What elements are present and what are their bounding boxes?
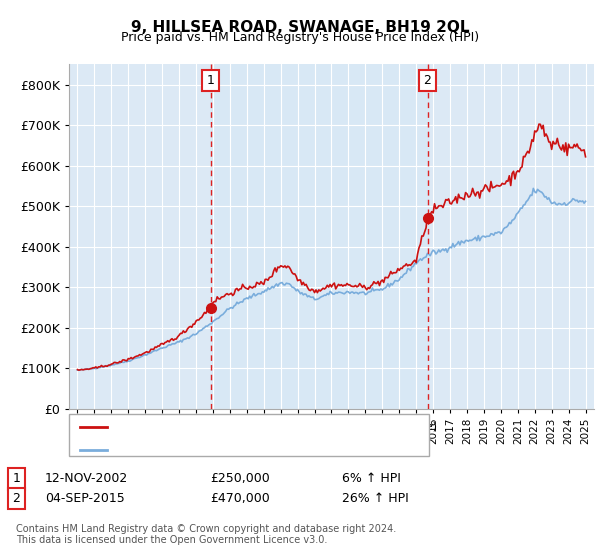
Text: 9, HILLSEA ROAD, SWANAGE, BH19 2QL (detached house): 9, HILLSEA ROAD, SWANAGE, BH19 2QL (deta… (113, 422, 437, 432)
Text: 04-SEP-2015: 04-SEP-2015 (45, 492, 125, 505)
Text: £250,000: £250,000 (210, 472, 270, 486)
Text: 2: 2 (12, 492, 20, 505)
Text: Contains HM Land Registry data © Crown copyright and database right 2024.
This d: Contains HM Land Registry data © Crown c… (16, 524, 397, 545)
Text: 6% ↑ HPI: 6% ↑ HPI (342, 472, 401, 486)
Text: £470,000: £470,000 (210, 492, 270, 505)
Text: Price paid vs. HM Land Registry's House Price Index (HPI): Price paid vs. HM Land Registry's House … (121, 31, 479, 44)
Bar (211, 64, 428, 409)
Text: 2: 2 (424, 74, 431, 87)
Text: 1: 1 (207, 74, 215, 87)
Text: 26% ↑ HPI: 26% ↑ HPI (342, 492, 409, 505)
Text: HPI: Average price, detached house, Dorset: HPI: Average price, detached house, Dors… (113, 445, 356, 455)
Text: 9, HILLSEA ROAD, SWANAGE, BH19 2QL: 9, HILLSEA ROAD, SWANAGE, BH19 2QL (131, 20, 469, 35)
Text: 12-NOV-2002: 12-NOV-2002 (45, 472, 128, 486)
Text: 1: 1 (12, 472, 20, 486)
